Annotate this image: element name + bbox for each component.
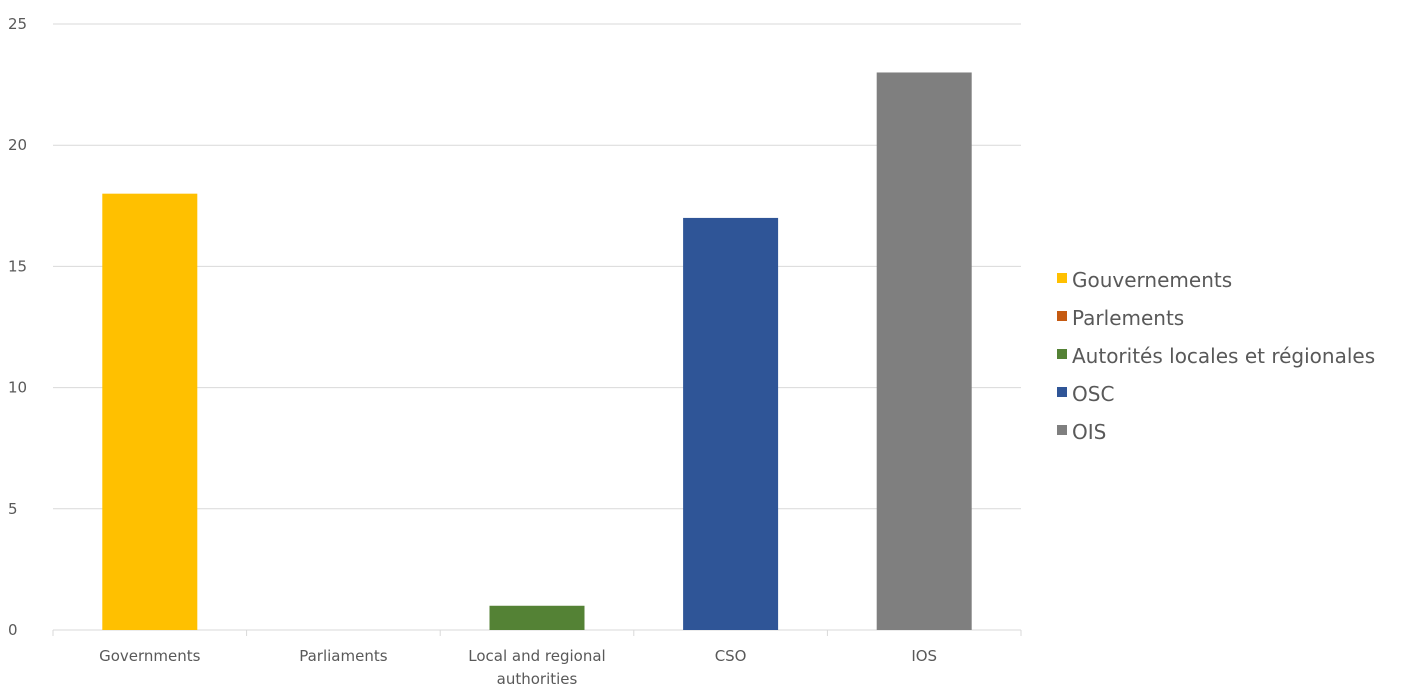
gridlines	[53, 23, 1021, 510]
legend-swatch	[1057, 425, 1067, 435]
y-tick-label: 5	[8, 500, 18, 518]
y-tick-label: 20	[8, 136, 27, 154]
x-axis-category-labels: Governments Parliaments Local and regional…	[99, 647, 937, 688]
legend-label: OIS	[1072, 420, 1106, 444]
x-axis	[52, 629, 1022, 636]
y-tick-label: 15	[8, 257, 27, 275]
x-category-label: IOS	[911, 647, 937, 665]
legend-swatch	[1057, 387, 1067, 397]
x-category-label-line: Parliaments	[299, 647, 387, 665]
legend-label: OSC	[1072, 382, 1114, 406]
x-category-label-line: authorities	[497, 670, 578, 688]
x-category-label: CSO	[715, 647, 747, 665]
legend-label: Autorités locales et régionales	[1072, 344, 1375, 368]
x-category-label-line: Local and regional	[468, 647, 605, 665]
x-category-label: Local and regional authorities	[468, 647, 605, 688]
x-category-label-line: Governments	[99, 647, 201, 665]
legend-swatch	[1057, 273, 1067, 283]
x-category-label-line: IOS	[911, 647, 937, 665]
legend: Gouvernements Parlements Autorités locales…	[1057, 268, 1375, 444]
bar-ios	[876, 72, 972, 631]
bar-governments	[102, 193, 198, 630]
legend-swatch	[1057, 311, 1067, 321]
x-category-label-line: CSO	[715, 647, 747, 665]
y-tick-label: 10	[8, 379, 27, 397]
legend-label: Gouvernements	[1072, 268, 1232, 292]
bar-cso	[683, 217, 779, 631]
legend-label: Parlements	[1072, 306, 1184, 330]
bars	[102, 72, 972, 631]
legend-swatch	[1057, 349, 1067, 359]
y-axis-tick-labels: 0 5 10 15 20 25	[8, 15, 27, 639]
x-category-label: Parliaments	[299, 647, 387, 665]
y-tick-label: 25	[8, 15, 27, 33]
y-tick-label: 0	[8, 621, 18, 639]
x-category-label: Governments	[99, 647, 201, 665]
bar-local-and-regional-authorities	[489, 605, 585, 630]
